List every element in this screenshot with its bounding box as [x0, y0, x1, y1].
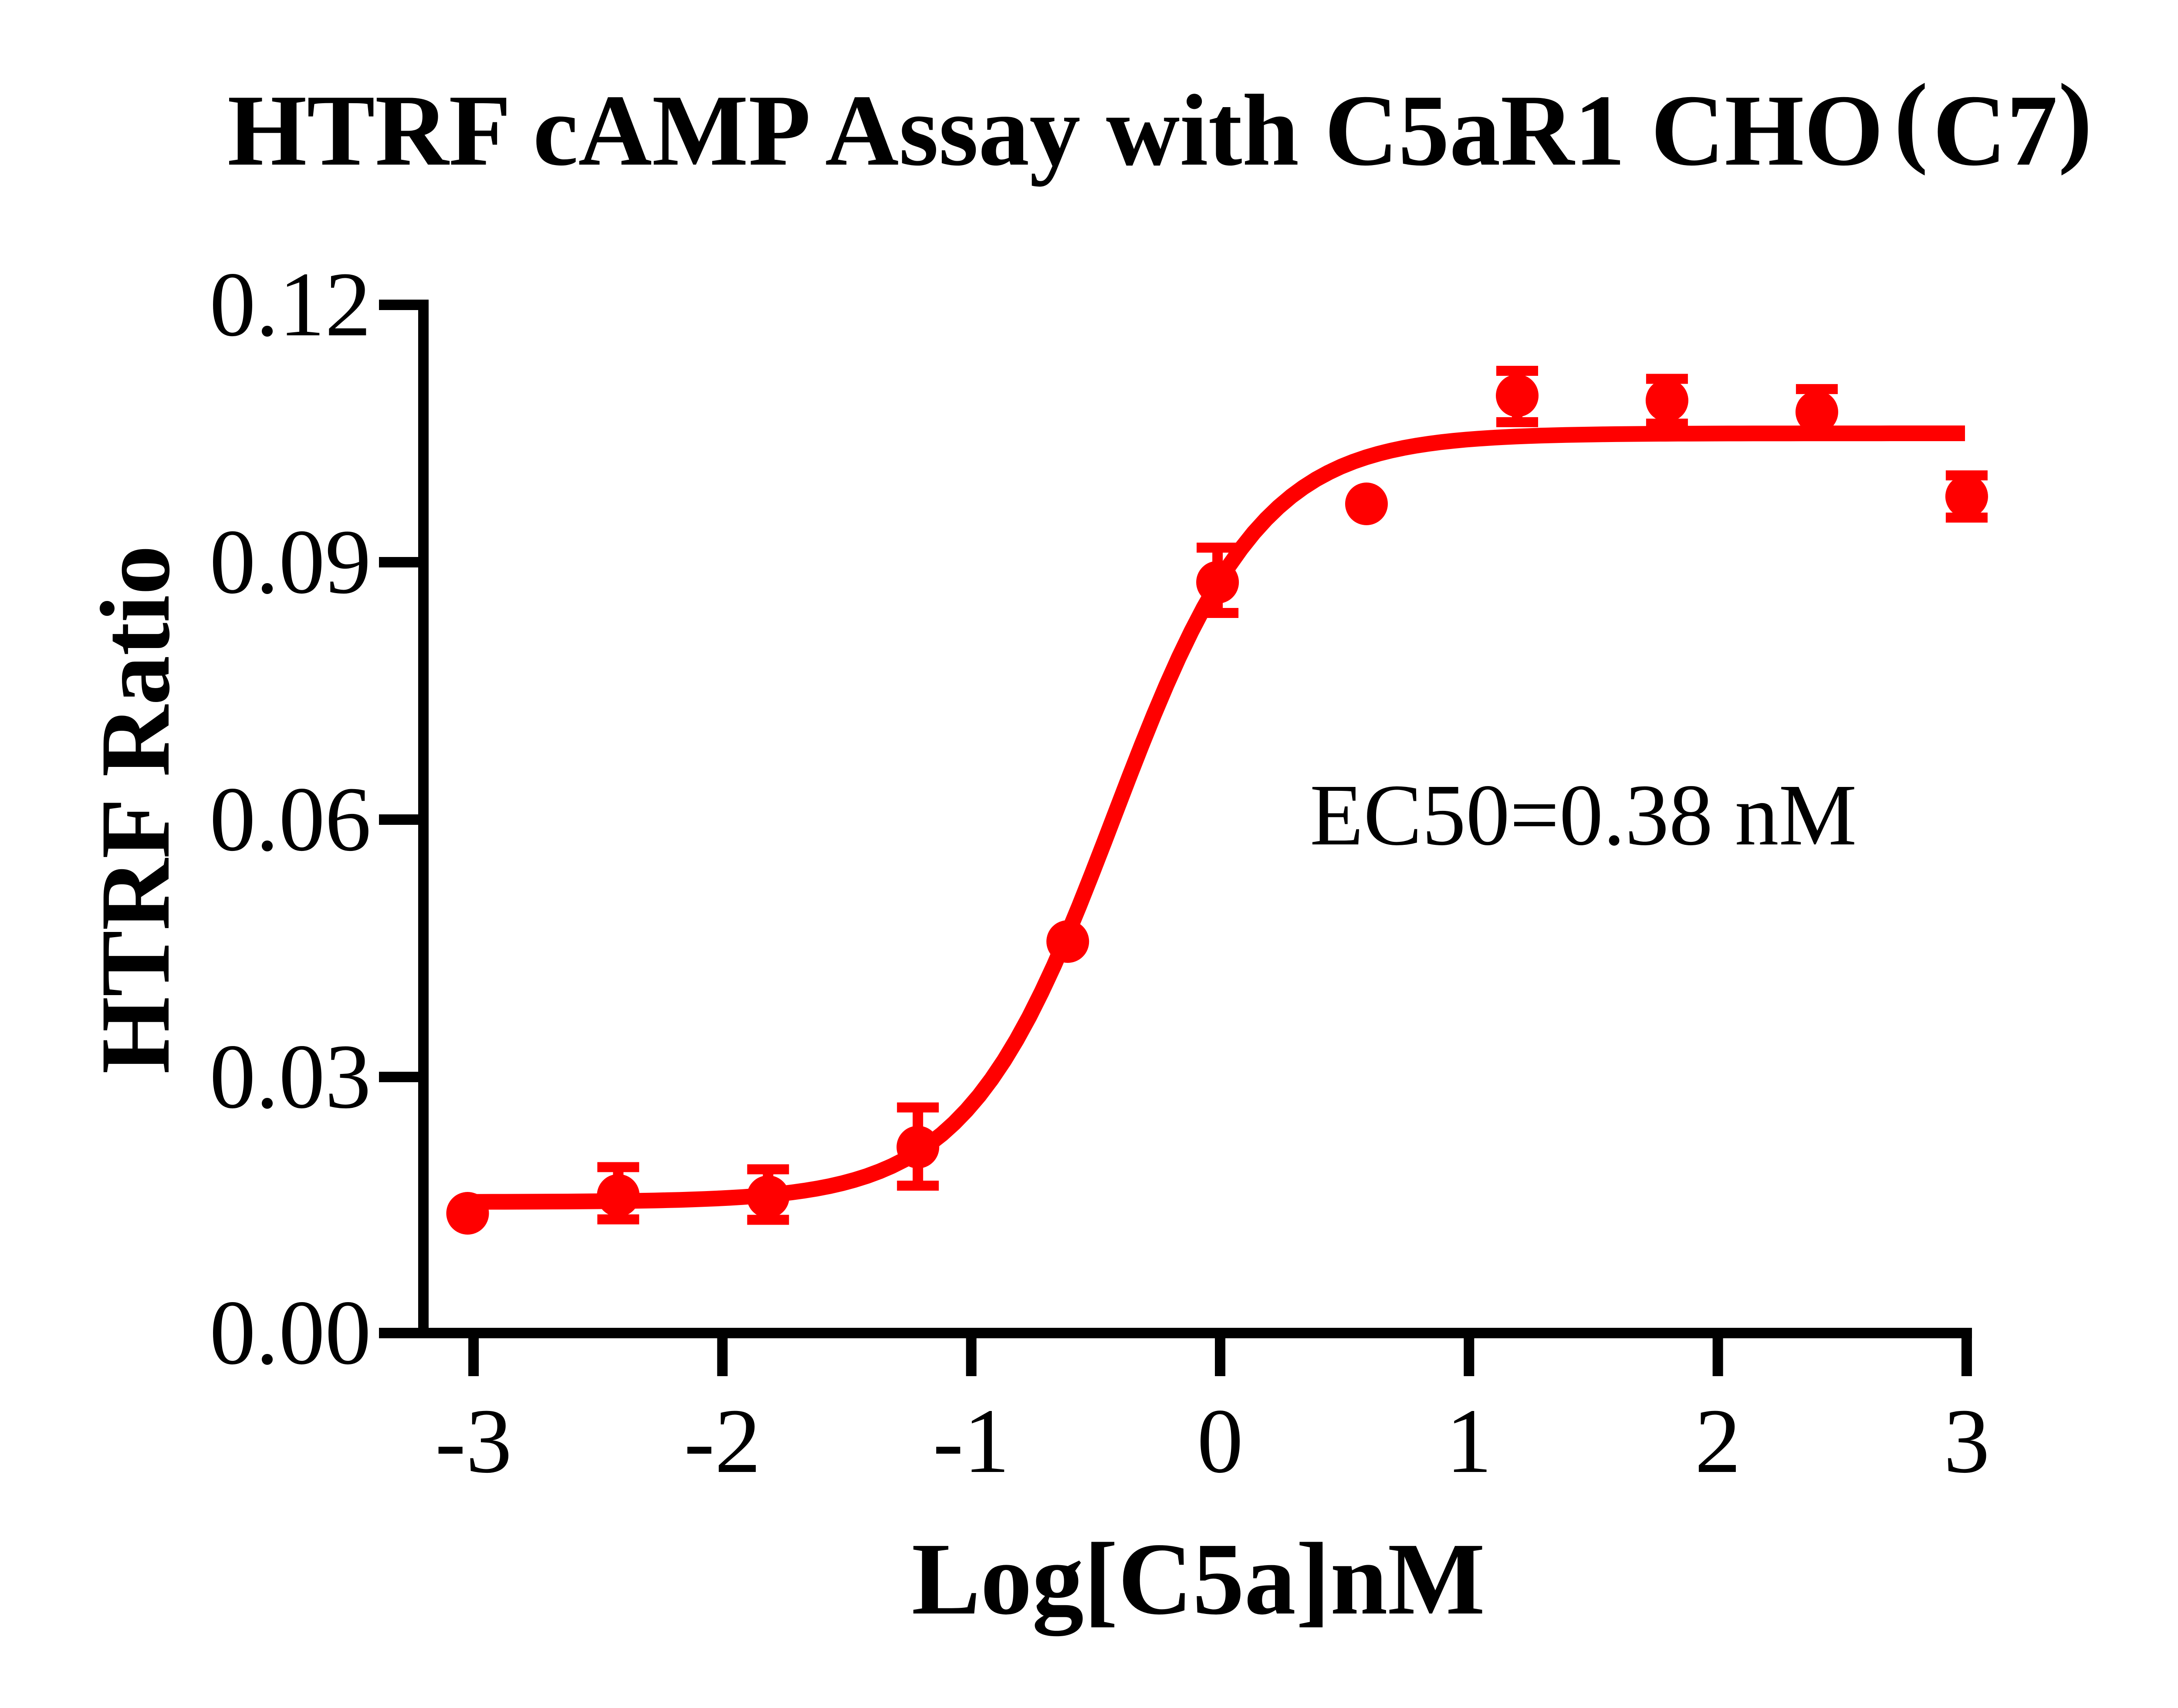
- svg-text:EC50=0.38 nM: EC50=0.38 nM: [1310, 766, 1857, 864]
- svg-text:2: 2: [1695, 1390, 1741, 1492]
- svg-text:-3: -3: [435, 1390, 512, 1492]
- svg-text:0: 0: [1197, 1390, 1243, 1492]
- svg-text:-2: -2: [684, 1390, 761, 1492]
- svg-text:1: 1: [1446, 1390, 1492, 1492]
- svg-text:-1: -1: [933, 1390, 1010, 1492]
- svg-text:0.00: 0.00: [210, 1281, 371, 1384]
- svg-text:3: 3: [1944, 1390, 1990, 1492]
- svg-text:Log[C5a]nM: Log[C5a]nM: [912, 1522, 1485, 1636]
- svg-text:HTRF cAMP Assay with C5aR1 CHO: HTRF cAMP Assay with C5aR1 CHO: [227, 74, 1884, 187]
- svg-text:0.12: 0.12: [210, 253, 371, 355]
- svg-text:0.09: 0.09: [210, 510, 371, 613]
- svg-text:0.06: 0.06: [210, 768, 371, 870]
- svg-text:0.03: 0.03: [210, 1025, 371, 1127]
- svg-text:C7: C7: [1933, 74, 2058, 187]
- svg-text:HTRF Ratio: HTRF Ratio: [81, 545, 190, 1074]
- svg-text:): ): [2058, 63, 2092, 176]
- svg-text:(: (: [1894, 63, 1928, 176]
